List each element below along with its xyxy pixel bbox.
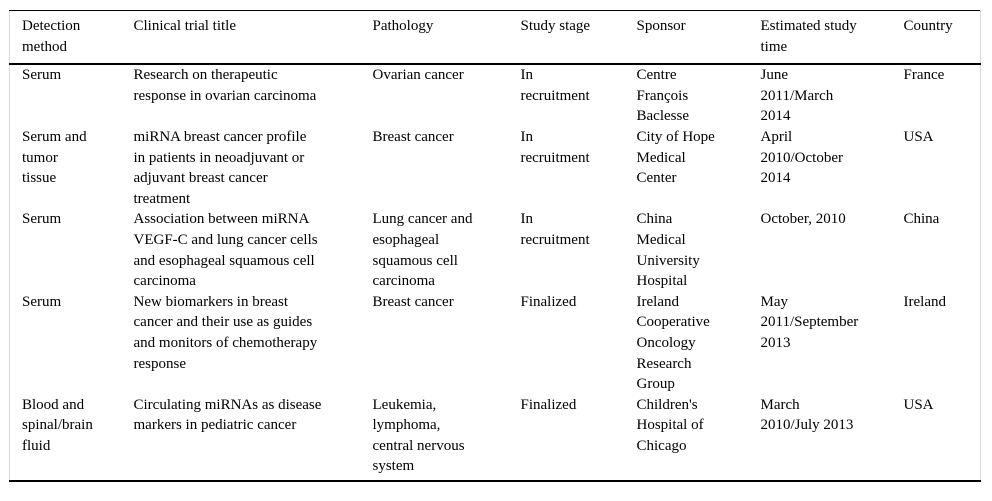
cell-study-stage: In recruitment bbox=[520, 67, 590, 104]
column-header-detection-method: Detection method bbox=[9, 10, 122, 66]
paper-table-page: Detection method Clinical trial title Pa… bbox=[0, 10, 992, 501]
cell-detection-method: Serum bbox=[22, 293, 62, 310]
cell-detection-method: Serum bbox=[22, 211, 62, 228]
cell-study-stage: In recruitment bbox=[520, 128, 590, 166]
table-row: Blood and spinal/brain fluid Circulating… bbox=[10, 395, 981, 481]
table-row: Serum Association between miRNA VEGF-C a… bbox=[10, 209, 981, 291]
cell-country: USA bbox=[903, 128, 934, 145]
column-header-country: Country bbox=[891, 10, 981, 66]
column-header-sponsor: Sponsor bbox=[624, 10, 749, 66]
header-row: Detection method Clinical trial title Pa… bbox=[9, 10, 981, 66]
cell-detection-method: Serum and tumor tissue bbox=[22, 128, 87, 187]
cell-clinical-trial-title: Association between miRNA VEGF-C and lun… bbox=[133, 211, 318, 290]
cell-clinical-trial-title: miRNA breast cancer profile in patients … bbox=[133, 128, 307, 207]
cell-study-stage: In recruitment bbox=[520, 211, 590, 248]
cell-clinical-trial-title: Circulating miRNAs as disease markers in… bbox=[133, 396, 322, 434]
cell-pathology: Breast cancer bbox=[372, 293, 454, 310]
cell-pathology: Leukemia, lymphoma, central nervous syst… bbox=[372, 396, 465, 475]
cell-pathology: Breast cancer bbox=[372, 128, 454, 145]
cell-sponsor: China Medical University Hospital bbox=[636, 211, 700, 290]
cell-estimated-study-time: March 2010/July 2013 bbox=[760, 396, 854, 434]
cell-estimated-study-time: May 2011/September 2013 bbox=[760, 293, 859, 351]
table-row: Serum and tumor tissue miRNA breast canc… bbox=[10, 127, 981, 209]
clinical-trials-table: Detection method Clinical trial title Pa… bbox=[9, 10, 981, 483]
cell-study-stage: Finalized bbox=[520, 293, 577, 310]
cell-country: France bbox=[903, 67, 945, 84]
cell-sponsor: City of Hope Medical Center bbox=[636, 128, 715, 187]
cell-study-stage: Finalized bbox=[520, 396, 577, 413]
cell-clinical-trial-title: Research on therapeutic response in ovar… bbox=[133, 67, 317, 104]
cell-estimated-study-time: June 2011/March 2014 bbox=[760, 67, 834, 125]
cell-sponsor: Children's Hospital of Chicago bbox=[636, 396, 704, 454]
cell-pathology: Ovarian cancer bbox=[372, 67, 464, 84]
cell-clinical-trial-title: New biomarkers in breast cancer and thei… bbox=[133, 293, 318, 372]
table-row: Serum New biomarkers in breast cancer an… bbox=[10, 292, 981, 395]
column-header-pathology: Pathology bbox=[360, 10, 509, 66]
cell-estimated-study-time: April 2010/October 2014 bbox=[760, 128, 843, 187]
table-row: Serum Research on therapeutic response i… bbox=[10, 64, 981, 127]
cell-detection-method: Blood and spinal/brain fluid bbox=[22, 396, 93, 454]
cell-pathology: Lung cancer and esophageal squamous cell… bbox=[372, 211, 473, 290]
cell-sponsor: Ireland Cooperative Oncology Research Gr… bbox=[636, 293, 710, 393]
column-header-study-stage: Study stage bbox=[508, 10, 625, 66]
cell-estimated-study-time: October, 2010 bbox=[760, 211, 846, 228]
column-header-estimated-study-time: Estimated study time bbox=[748, 10, 892, 66]
cell-country: China bbox=[903, 211, 940, 228]
cell-country: USA bbox=[903, 396, 934, 413]
cell-detection-method: Serum bbox=[22, 67, 62, 84]
column-header-clinical-trial-title: Clinical trial title bbox=[121, 10, 361, 66]
cell-sponsor: Centre François Baclesse bbox=[636, 67, 689, 125]
cell-country: Ireland bbox=[903, 293, 946, 310]
